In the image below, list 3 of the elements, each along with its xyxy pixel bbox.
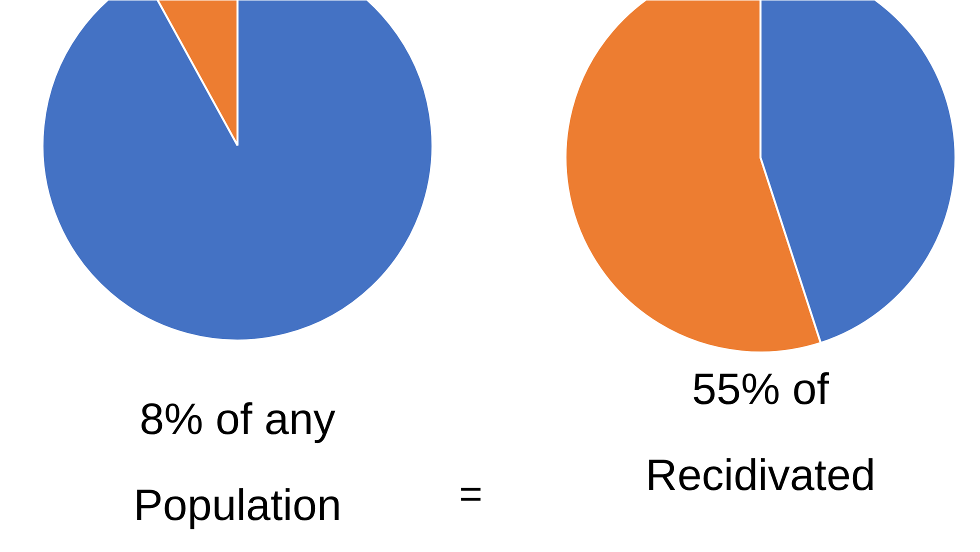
- text: 55% of Recidivated: [646, 365, 876, 500]
- text: =: [459, 472, 482, 516]
- text: 8% of any Population: [134, 395, 342, 530]
